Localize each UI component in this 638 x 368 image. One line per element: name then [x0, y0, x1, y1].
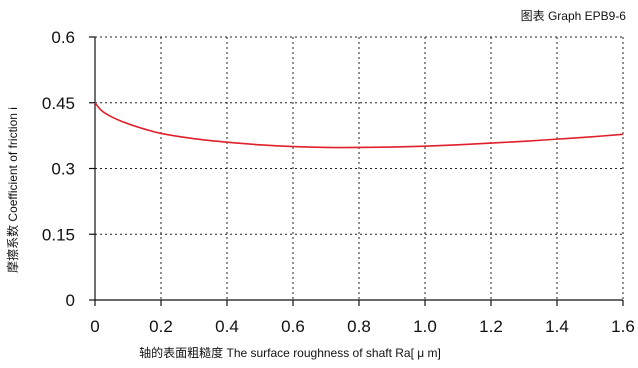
axes — [89, 36, 624, 306]
x-tick-label-1: 0.2 — [149, 317, 173, 336]
x-tick-label-5: 1.0 — [413, 317, 437, 336]
grid-lines — [95, 36, 624, 300]
y-tick-label-0: 0 — [66, 291, 75, 310]
y-axis-label: 摩擦系数 Coefficient of friction i — [5, 107, 20, 273]
y-tick-label-4: 0.6 — [51, 28, 75, 47]
x-axis-label: 轴的表面粗糙度 The surface roughness of shaft R… — [139, 345, 441, 360]
x-tick-label-6: 1.2 — [479, 317, 503, 336]
y-tick-label-1: 0.15 — [42, 225, 75, 244]
series-line-0 — [94, 102, 624, 149]
x-tick-label-4: 0.8 — [347, 317, 371, 336]
x-tick-label-8: 1.6 — [611, 317, 635, 336]
graph-id-label: 图表 Graph EPB9-6 — [521, 9, 627, 23]
y-tick-label-3: 0.45 — [42, 94, 75, 113]
x-tick-label-3: 0.6 — [281, 317, 305, 336]
x-tick-label-7: 1.4 — [545, 317, 569, 336]
tick-labels: 0 0.15 0.3 0.45 0.6 0 0.2 0.4 0.6 0.8 1.0 1.2 1.4 1.6 — [42, 28, 635, 336]
series-layer — [94, 102, 624, 149]
x-tick-label-2: 0.4 — [215, 317, 239, 336]
y-tick-label-2: 0.3 — [51, 160, 75, 179]
x-tick-label-0: 0 — [90, 317, 99, 336]
